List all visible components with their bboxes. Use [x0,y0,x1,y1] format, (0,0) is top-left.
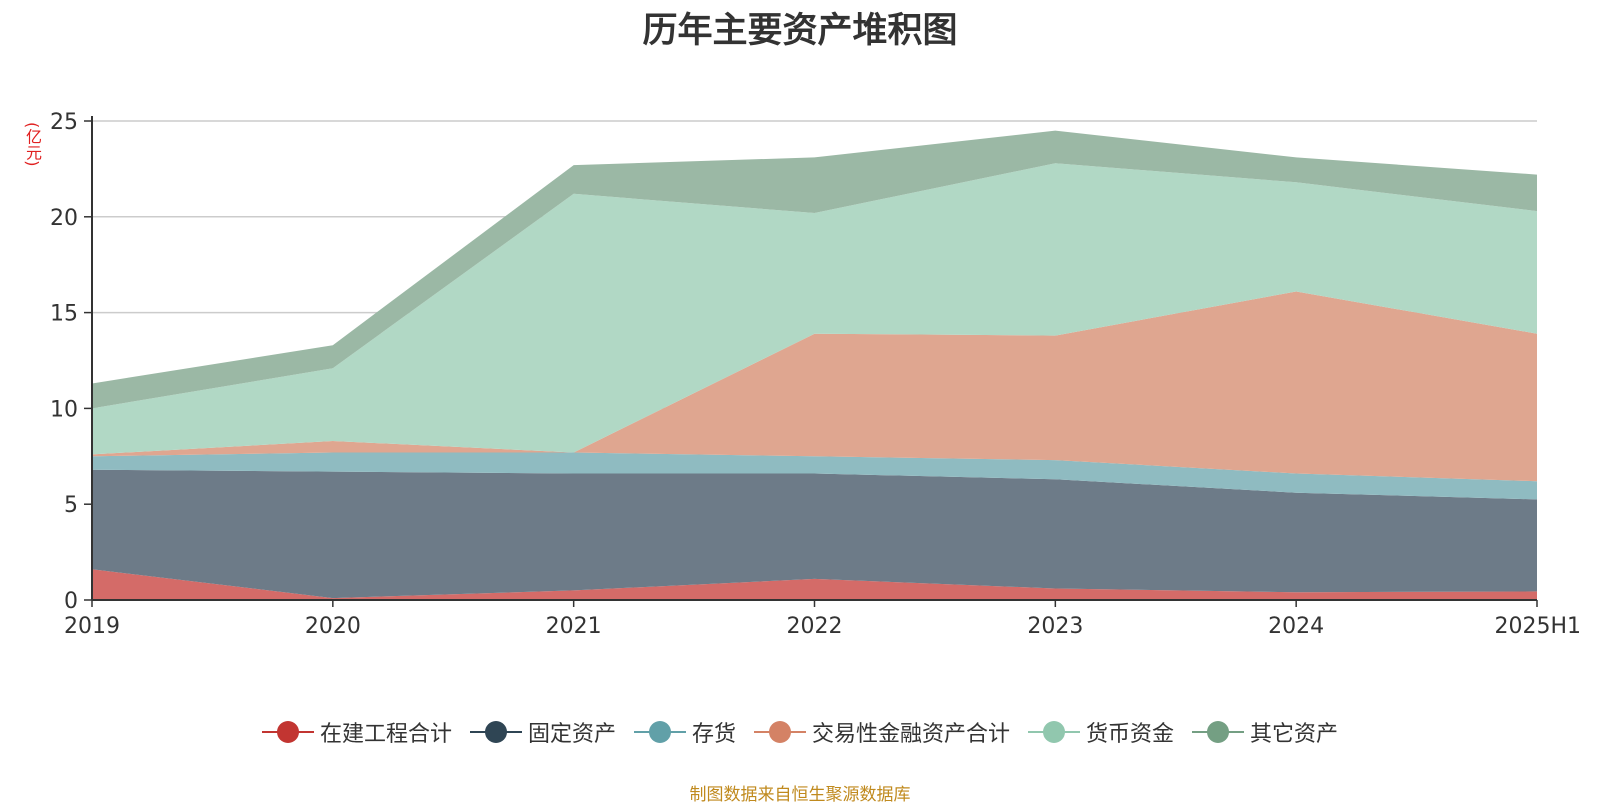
legend-item[interactable]: 存货 [633,716,736,748]
area-存货 [92,452,1537,500]
legend-label: 货币资金 [1086,722,1175,747]
x-tick-label: 2019 [64,614,120,639]
y-tick-label: 0 [64,589,78,614]
x-tick-label: 2021 [546,614,602,639]
chart-title: 历年主要资产堆积图 [642,11,958,51]
stacked-area-chart: 0 5 10 15 20 25 2019 2020 2021 2022 2023 2024 2025H1 [50,110,1581,639]
area-固定资产 [92,469,1537,599]
legend-label: 在建工程合计 [319,722,452,747]
area-在建工程合计 [92,569,1537,600]
legend-marker-icon [469,720,522,744]
legend-marker-icon [754,720,806,744]
legend-marker-icon [633,720,686,744]
legend-label: 固定资产 [527,722,616,747]
x-tick-label: 2022 [787,614,843,639]
x-tick-label: 2024 [1268,614,1324,639]
legend-marker-icon [1028,720,1081,744]
legend-item[interactable]: 其它资产 [1192,716,1338,748]
x-tick-label: 2025H1 [1494,614,1581,639]
legend-marker-icon [261,720,314,744]
y-tick-label: 25 [50,110,78,135]
legend-item[interactable]: 交易性金融资产合计 [754,716,1010,748]
legend: 在建工程合计 固定资产 存货 交易性金融资产合计 货币资金 其它资产 [0,716,1600,748]
legend-label: 存货 [691,722,736,747]
y-tick-label: 5 [64,493,78,518]
area-交易性金融资产合计 [92,291,1537,482]
y-tick-label: 20 [50,206,78,231]
legend-label: 交易性金融资产合计 [812,722,1011,747]
x-tick-label: 2020 [305,614,361,639]
y-axis-unit: (亿元) [23,122,42,167]
source-note: 制图数据来自恒生聚源数据库 [689,785,911,805]
area-series [92,130,1537,600]
area-其它资产 [92,130,1537,409]
legend-item[interactable]: 货币资金 [1028,716,1174,748]
legend-label: 其它资产 [1250,722,1339,747]
legend-marker-icon [1192,720,1245,744]
y-tick-label: 10 [50,397,78,422]
x-tick-label: 2023 [1027,614,1083,639]
axes: 0 5 10 15 20 25 2019 2020 2021 2022 2023 2024 2025H1 [50,110,1581,639]
legend-item[interactable]: 固定资产 [469,716,616,748]
area-货币资金 [92,163,1537,455]
legend-item[interactable]: 在建工程合计 [261,716,452,748]
y-tick-label: 15 [50,302,78,327]
